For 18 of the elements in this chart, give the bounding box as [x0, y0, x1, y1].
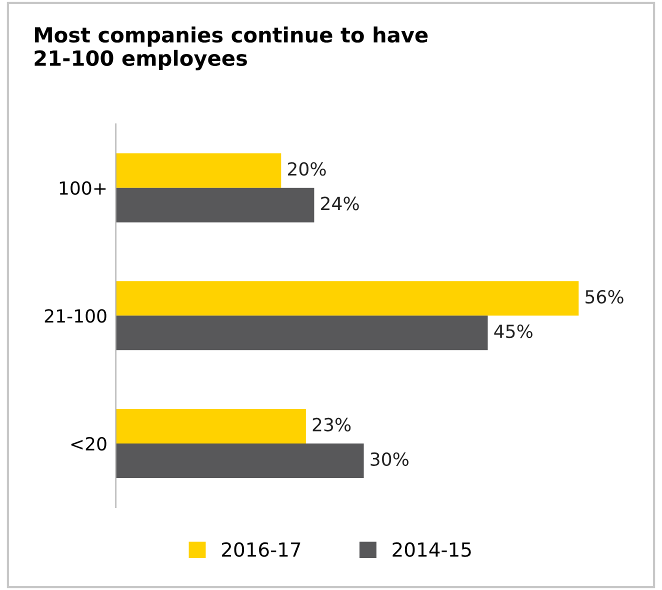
bar [116, 408, 306, 444]
bar [116, 316, 488, 350]
legend-label: 2014-15 [392, 542, 471, 557]
data-label: 20% [288, 162, 326, 176]
data-label: 24% [321, 196, 359, 210]
bar [116, 153, 282, 188]
bar [116, 443, 364, 478]
data-label: 56% [586, 290, 624, 304]
bar [116, 281, 579, 316]
y-tick-label: <20 [71, 436, 106, 451]
data-label: 23% [312, 418, 351, 432]
y-tick-label: 100+ [60, 181, 106, 195]
chart-title: Most companies continue to have 21-100 employees [34, 26, 428, 70]
legend-label: 2016-17 [222, 542, 300, 557]
bar [116, 188, 314, 222]
data-label: 45% [494, 324, 532, 338]
y-tick-label: 21-100 [44, 309, 106, 323]
data-label: 30% [370, 452, 408, 466]
